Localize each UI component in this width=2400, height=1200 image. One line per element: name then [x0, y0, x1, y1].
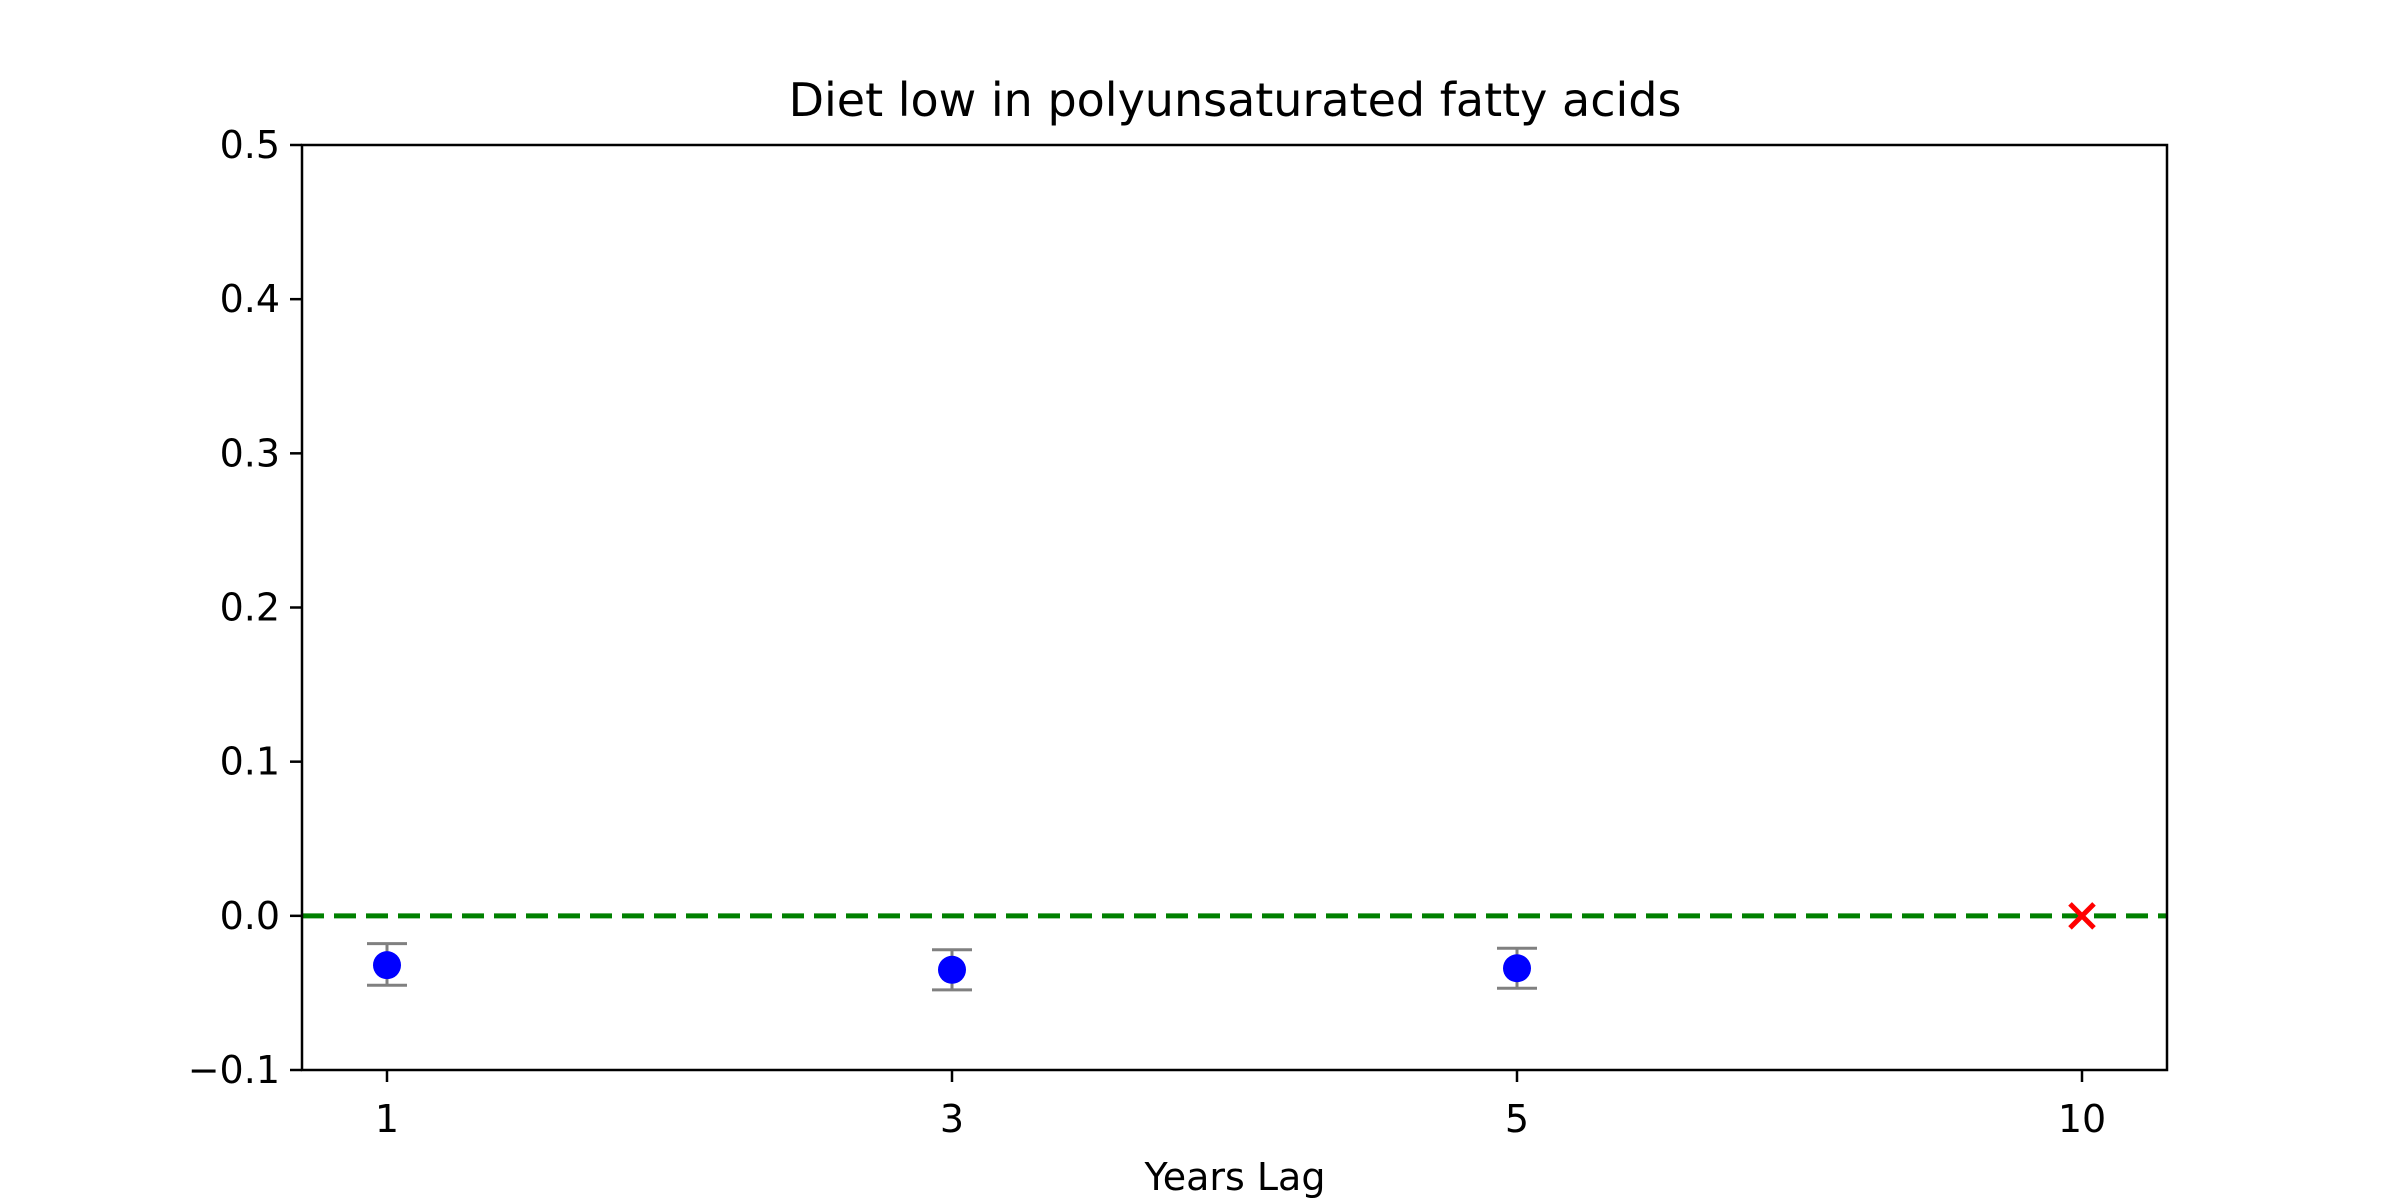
data-point-lag-10: [2068, 902, 2096, 930]
y-tick-label: 0.2: [220, 586, 280, 630]
data-point-lag-1: [373, 951, 401, 980]
y-tick-label: 0.0: [220, 894, 280, 938]
data-point-lag-5: [1503, 954, 1531, 983]
plot-frame: [300, 143, 2169, 1072]
x-marker-stroke: [2068, 902, 2096, 930]
x-tick-label: 3: [940, 1097, 964, 1141]
y-tick-label: 0.4: [220, 277, 280, 321]
x-tick-label: 5: [1505, 1097, 1529, 1141]
x-axis-label: Years Lag: [1144, 1155, 1326, 1199]
chart-title: Diet low in polyunsaturated fatty acids: [789, 73, 1682, 127]
y-tick-label: 0.3: [220, 431, 280, 475]
y-tick-label: 0.5: [220, 123, 280, 167]
y-tick-label: −0.1: [188, 1048, 280, 1092]
x-tick-label: 10: [2058, 1097, 2106, 1141]
data-point-lag-3: [938, 955, 966, 984]
y-tick-label: 0.1: [220, 740, 280, 784]
x-tick-label: 1: [375, 1097, 399, 1141]
plot-area: −0.1 0.0 0.1 0.2 0.3 0.4 0.5 1 3 5 10: [188, 123, 2169, 1141]
